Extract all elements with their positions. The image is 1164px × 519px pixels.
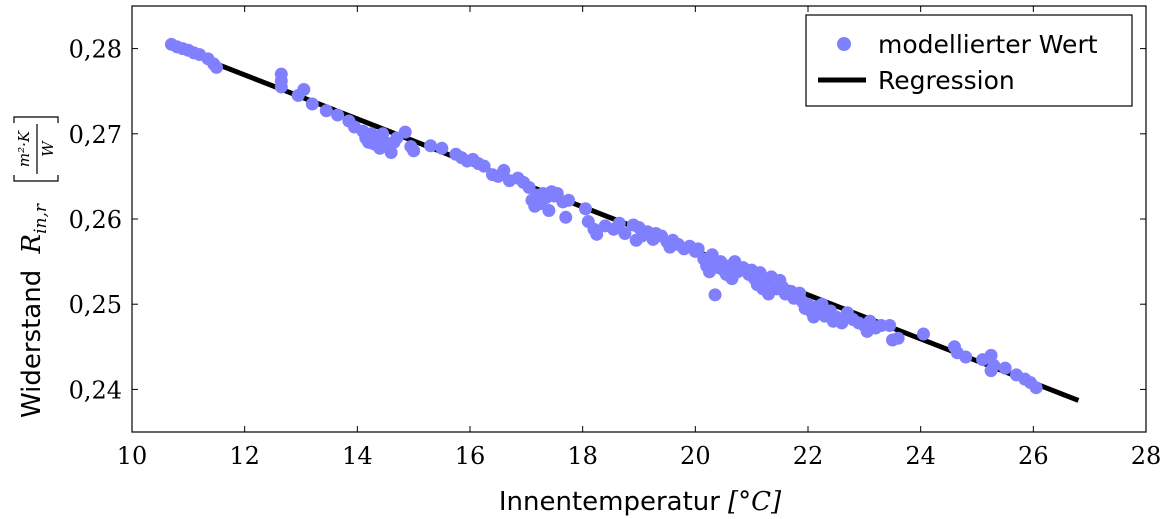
legend: modellierter Wert Regression bbox=[805, 14, 1133, 107]
data-point bbox=[424, 139, 438, 153]
x-tick-label: 24 bbox=[905, 442, 936, 470]
data-point bbox=[578, 202, 592, 216]
data-point bbox=[959, 350, 973, 364]
data-point bbox=[274, 80, 288, 94]
data-point bbox=[477, 159, 491, 173]
x-tick-label: 14 bbox=[342, 442, 373, 470]
y-tick-label: 0,28 bbox=[69, 36, 122, 64]
data-point bbox=[708, 288, 722, 302]
x-tick-label: 16 bbox=[455, 442, 486, 470]
legend-frame bbox=[805, 14, 1133, 107]
x-tick-label: 18 bbox=[567, 442, 598, 470]
data-point bbox=[407, 144, 421, 158]
x-tick-label: 10 bbox=[117, 442, 148, 470]
x-tick-label: 20 bbox=[680, 442, 711, 470]
data-point bbox=[319, 104, 333, 118]
y-tick-label: 0,24 bbox=[69, 376, 122, 404]
data-point bbox=[398, 125, 412, 139]
data-point bbox=[916, 327, 930, 341]
legend-marker-modellierter-wert bbox=[837, 37, 851, 51]
data-point bbox=[522, 180, 536, 194]
data-point bbox=[210, 60, 223, 74]
x-tick-label: 12 bbox=[229, 442, 260, 470]
plot-marks bbox=[164, 37, 1080, 403]
x-tick-label: 28 bbox=[1131, 442, 1162, 470]
y-tick-label: 0,26 bbox=[69, 206, 122, 234]
axis-ticks: 10 12 14 16 18 20 22 24 26 28 0,24 0,25 0,26 0,27 0,28 bbox=[69, 6, 1162, 470]
data-point bbox=[618, 226, 632, 240]
data-point bbox=[984, 348, 998, 362]
data-point bbox=[305, 97, 319, 111]
x-tick-label: 22 bbox=[793, 442, 824, 470]
y-axis-label: Widerstand Rin,r m²·K W bbox=[13, 116, 59, 418]
data-point bbox=[998, 361, 1012, 375]
y-axis-unit-bracket-left bbox=[13, 175, 59, 182]
x-tick-label: 26 bbox=[1018, 442, 1049, 470]
y-axis-label-text: Widerstand Rin,r bbox=[17, 203, 51, 418]
legend-label-modellierter-wert: modellierter Wert bbox=[878, 30, 1098, 59]
y-axis-unit-numerator: m²·K bbox=[15, 130, 33, 167]
y-axis-unit-bracket-right bbox=[13, 116, 59, 123]
data-point bbox=[891, 331, 905, 345]
data-point bbox=[612, 216, 626, 230]
data-point bbox=[835, 316, 849, 330]
x-axis-label: Innentemperatur [°C] bbox=[499, 487, 782, 517]
data-point bbox=[384, 146, 398, 160]
data-point bbox=[297, 82, 311, 96]
data-point bbox=[883, 319, 897, 332]
data-point bbox=[542, 203, 556, 217]
data-point bbox=[559, 210, 573, 224]
legend-label-regression: Regression bbox=[878, 66, 1015, 95]
data-point bbox=[984, 364, 998, 378]
data-point bbox=[562, 193, 576, 207]
y-axis-unit-denominator: W bbox=[39, 140, 57, 157]
y-tick-label: 0,25 bbox=[69, 291, 122, 319]
data-point bbox=[331, 108, 345, 122]
y-tick-label: 0,27 bbox=[69, 121, 122, 149]
data-point bbox=[590, 227, 604, 241]
data-point bbox=[1029, 381, 1043, 395]
data-point bbox=[435, 141, 449, 155]
data-point bbox=[691, 242, 705, 256]
data-point bbox=[497, 163, 511, 177]
